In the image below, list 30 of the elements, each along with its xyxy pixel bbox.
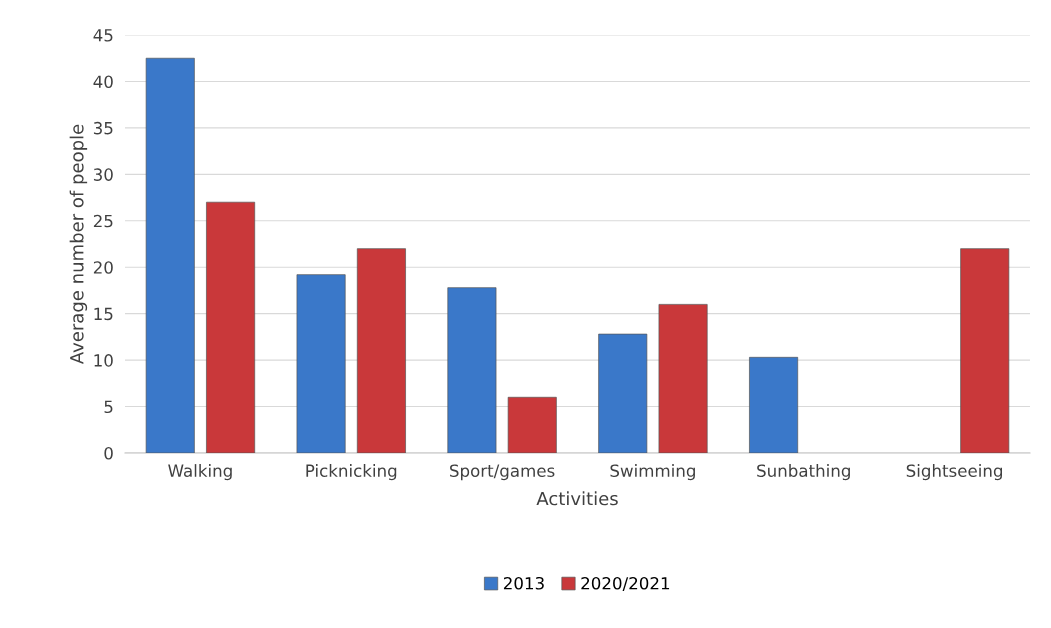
x-axis-title: Activities: [536, 491, 618, 506]
bar: [507, 396, 557, 453]
y-tick-label: 30: [93, 168, 113, 181]
bar: [598, 333, 648, 453]
y-tick-label: 25: [93, 214, 113, 228]
x-tick-label: Picknicking: [306, 464, 397, 481]
y-tick-label: 0: [104, 446, 113, 460]
bar: [145, 57, 195, 453]
legend-label: 2020/2021: [581, 576, 670, 591]
bar: [749, 356, 799, 453]
y-tick-label: 10: [94, 354, 113, 367]
x-tick-label: Sport/games: [450, 464, 555, 481]
y-axis-title: Average number of people: [69, 124, 88, 365]
bar: [960, 248, 1010, 453]
bar: [356, 248, 406, 453]
x-tick-label: Walking: [168, 464, 232, 481]
x-tick-label: Swimming: [610, 464, 695, 481]
y-tick-label: 45: [93, 29, 113, 42]
bar: [658, 304, 708, 453]
x-tick-label: Sunbathing: [757, 464, 850, 481]
y-tick-label: 15: [94, 307, 113, 321]
y-tick-label: 35: [93, 121, 113, 135]
y-tick-label: 40: [93, 75, 113, 89]
legend-label: 2013: [503, 576, 544, 590]
bar: [447, 287, 497, 453]
bar: [296, 274, 346, 453]
bar: [206, 201, 256, 453]
y-tick-label: 20: [93, 261, 113, 274]
x-tick-label: Sightseeing: [906, 464, 1002, 481]
y-tick-label: 5: [104, 400, 113, 414]
